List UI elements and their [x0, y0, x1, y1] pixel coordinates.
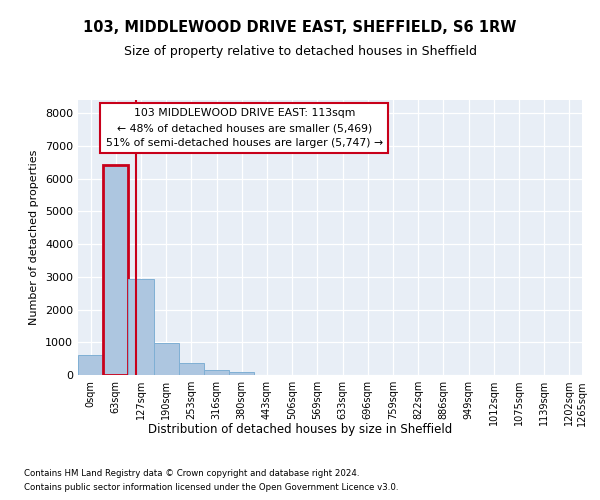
Text: Size of property relative to detached houses in Sheffield: Size of property relative to detached ho… [124, 45, 476, 58]
Bar [154, 343, 179, 375]
Text: Distribution of detached houses by size in Sheffield: Distribution of detached houses by size … [148, 422, 452, 436]
Text: Contains public sector information licensed under the Open Government Licence v3: Contains public sector information licen… [24, 484, 398, 492]
Text: 1265sqm: 1265sqm [577, 380, 587, 426]
Text: 103 MIDDLEWOOD DRIVE EAST: 113sqm
← 48% of detached houses are smaller (5,469)
5: 103 MIDDLEWOOD DRIVE EAST: 113sqm ← 48% … [106, 108, 383, 148]
Text: Contains HM Land Registry data © Crown copyright and database right 2024.: Contains HM Land Registry data © Crown c… [24, 468, 359, 477]
Bar [78, 356, 103, 375]
Bar [128, 279, 154, 375]
Bar [103, 166, 128, 375]
Bar [179, 363, 204, 375]
Text: 103, MIDDLEWOOD DRIVE EAST, SHEFFIELD, S6 1RW: 103, MIDDLEWOOD DRIVE EAST, SHEFFIELD, S… [83, 20, 517, 35]
Y-axis label: Number of detached properties: Number of detached properties [29, 150, 40, 325]
Bar [204, 370, 229, 375]
Bar [229, 372, 254, 375]
